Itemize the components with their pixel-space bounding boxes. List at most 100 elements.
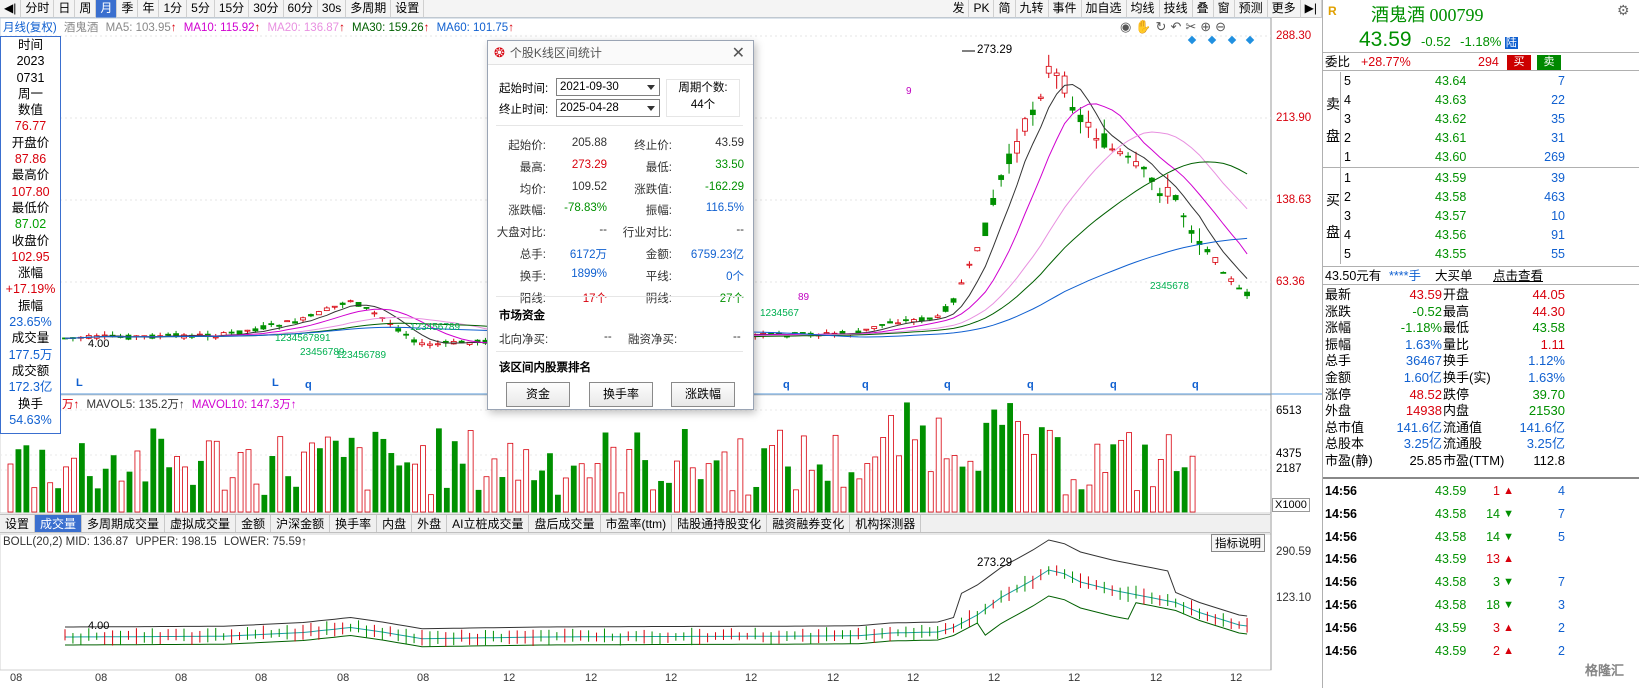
indicator-tab-0[interactable]: 设置 [0, 515, 36, 532]
ask-row[interactable]: 5 43.64 7 [1323, 72, 1639, 91]
toolbar-right-7[interactable]: 技线 [1160, 0, 1193, 18]
period-tab-7[interactable]: 5分 [187, 0, 215, 18]
toolbar-right-2[interactable]: 简 [994, 0, 1016, 18]
indicator-tab-6[interactable]: 换手率 [330, 515, 378, 532]
period-tab-4[interactable]: 季 [117, 0, 139, 18]
bid-row[interactable]: 3 43.57 10 [1323, 207, 1639, 226]
period-tab-1[interactable]: 日 [54, 0, 76, 18]
toolbar-right-11[interactable]: 更多 [1268, 0, 1301, 18]
volume-bar [1007, 403, 1013, 513]
nine-mark: 9 [906, 86, 912, 97]
stat-value2-1: 33.50 [715, 158, 744, 171]
tick-edge-value: 2 [1558, 620, 1565, 635]
indicator-tab-13[interactable]: 融资融券变化 [767, 515, 851, 532]
big-order-row[interactable]: 43.50元有 ****手 大买单 点击查看 [1323, 266, 1639, 285]
indicator-tab-11[interactable]: 市盈率(ttm) [601, 515, 673, 532]
period-tab-2[interactable]: 周 [75, 0, 97, 18]
toolbar-nav-icon[interactable]: ◀| [0, 0, 22, 18]
indicator-tab-8[interactable]: 外盘 [412, 515, 448, 532]
ask-price: 43.60 [1435, 150, 1467, 164]
zoom-in-icon[interactable]: ⊕ [1200, 19, 1216, 34]
indicator-help-button[interactable]: 指标说明 [1211, 534, 1265, 552]
toolbar-right-1[interactable]: PK [969, 0, 995, 18]
undo-icon[interactable]: ↶ [1170, 19, 1186, 34]
period-tab-9[interactable]: 30分 [249, 0, 284, 18]
rank-funds-button[interactable]: 资金 [506, 382, 570, 407]
bid-row[interactable]: 1 43.59 39 [1323, 169, 1639, 188]
period-tab-13[interactable]: 设置 [391, 0, 425, 18]
indicator-tab-4[interactable]: 金额 [236, 515, 272, 532]
volume-bar [86, 476, 93, 513]
info-row-18: 成交量 [11, 331, 50, 346]
toolbar-right-0[interactable]: 发 [948, 0, 970, 18]
close-icon[interactable]: ✕ [731, 45, 745, 62]
end-time-select[interactable]: 2025-04-28 [556, 99, 660, 117]
ask-row[interactable]: 4 43.63 22 [1323, 91, 1639, 110]
scissors-icon[interactable]: ✂ [1185, 19, 1201, 34]
indicator-tab-2[interactable]: 多周期成交量 [82, 515, 166, 532]
quote-value: 14938 [1405, 403, 1442, 419]
price-change: -0.52 [1421, 34, 1451, 49]
bid-row[interactable]: 2 43.58 463 [1323, 188, 1639, 207]
indicator-tab-14[interactable]: 机构探测器 [850, 515, 922, 532]
ask-row[interactable]: 3 43.62 35 [1323, 110, 1639, 129]
candle-body [895, 322, 901, 325]
toolbar-right-8[interactable]: 叠 [1193, 0, 1214, 18]
period-tab-6[interactable]: 1分 [159, 0, 188, 18]
toolbar-right-5[interactable]: 加自选 [1082, 0, 1127, 18]
indicator-tab-3[interactable]: 虚拟成交量 [165, 515, 237, 532]
rank-change-button[interactable]: 涨跌幅 [671, 382, 735, 407]
ask-row[interactable]: 1 43.60 269 [1323, 148, 1639, 167]
tick-row: 14:56 43.59 3 ▲ 2 [1323, 617, 1639, 639]
indicator-tab-9[interactable]: AI立桩成交量 [447, 515, 530, 532]
toolbar-right-9[interactable]: 窗 [1214, 0, 1235, 18]
big-order-view-link[interactable]: 点击查看 [1493, 269, 1544, 283]
quote-row: 市盈(静) 25.85 市盈(TTM) 112.8 [1323, 452, 1639, 469]
indicator-tab-5[interactable]: 沪深金额 [271, 515, 331, 532]
bid-level: 3 [1344, 209, 1351, 223]
eye-icon[interactable]: ◉ [1120, 19, 1136, 34]
toolbar-right-10[interactable]: 预测 [1235, 0, 1268, 18]
info-row-3: 周一 [17, 86, 43, 101]
dialog-title-bar[interactable]: ❂ 个股K线区间统计 ✕ [488, 41, 753, 65]
zoom-out-icon[interactable]: ⊖ [1215, 19, 1231, 34]
toolbar-right-6[interactable]: 均线 [1127, 0, 1160, 18]
period-tab-8[interactable]: 15分 [215, 0, 250, 18]
buy-button[interactable]: 买 [1507, 55, 1531, 70]
period-tab-10[interactable]: 60分 [284, 0, 318, 18]
rank-turnover-button[interactable]: 换手率 [589, 382, 653, 407]
bid-row[interactable]: 4 43.56 91 [1323, 226, 1639, 245]
quote-label: 量比 [1443, 336, 1470, 352]
volume-bar [134, 450, 141, 513]
indicator-tab-10[interactable]: 盘后成交量 [529, 515, 601, 532]
ask-row[interactable]: 2 43.61 31 [1323, 129, 1639, 148]
period-tab-12[interactable]: 多周期 [346, 0, 392, 18]
quote-label: 流通股 [1443, 436, 1483, 452]
period-tab-11[interactable]: 30s [318, 0, 347, 18]
toolbar-collapse-icon[interactable]: ▶| [1301, 0, 1322, 18]
volume-bar [118, 480, 125, 513]
indicator-tab-1[interactable]: 成交量 [35, 515, 83, 532]
indicator-tab-7[interactable]: 内盘 [377, 515, 413, 532]
refresh-icon[interactable]: ↻ [1155, 19, 1171, 34]
quote-label: 涨幅 [1325, 320, 1352, 336]
start-time-select[interactable]: 2021-09-30 [556, 78, 660, 96]
period-tab-5[interactable]: 年 [138, 0, 160, 18]
toolbar-right-4[interactable]: 事件 [1049, 0, 1082, 18]
volume-bar [912, 439, 918, 513]
gear-icon[interactable]: ⚙ [1617, 2, 1630, 18]
tick-volume: 13 [1486, 552, 1500, 567]
indicator-tab-12[interactable]: 陆股通持股变化 [672, 515, 768, 532]
period-tab-3[interactable]: 月 [96, 0, 118, 18]
candle-body [990, 198, 997, 205]
volume-bar [991, 409, 998, 513]
toolbar-right-3[interactable]: 九转 [1016, 0, 1049, 18]
candle-body [1172, 195, 1179, 201]
hand-icon[interactable]: ✋ [1135, 19, 1156, 34]
bid-row[interactable]: 5 43.55 55 [1323, 245, 1639, 264]
volume-bar [23, 445, 30, 513]
tick-time: 14:56 [1325, 506, 1357, 521]
sell-button[interactable]: 卖 [1537, 55, 1561, 70]
period-tab-0[interactable]: 分时 [21, 0, 55, 18]
x-axis-label-5: 08 [417, 672, 430, 684]
